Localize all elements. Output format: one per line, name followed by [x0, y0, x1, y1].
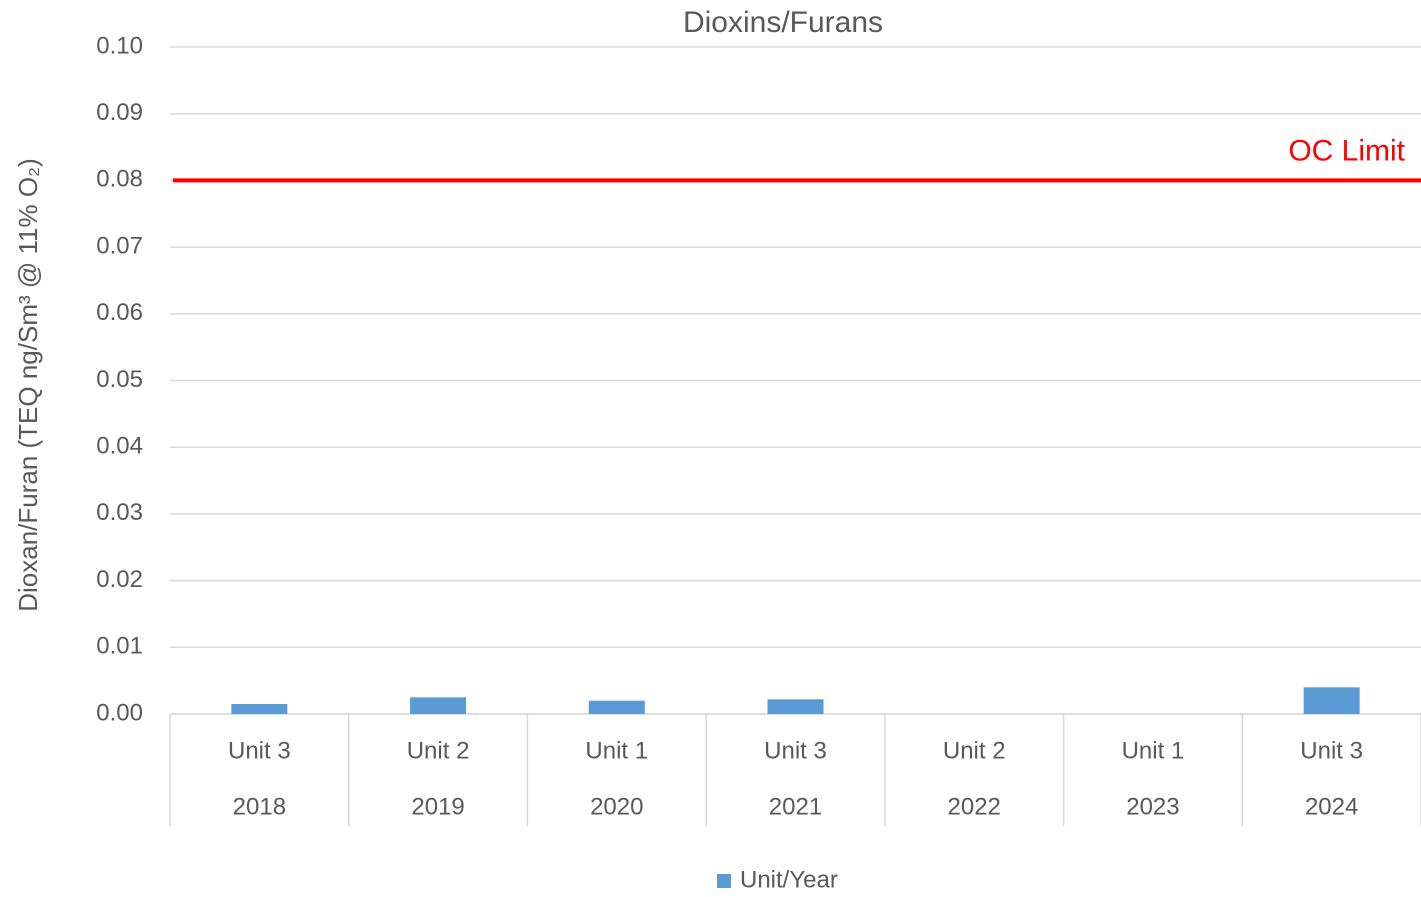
x-tick-label: Unit 3 [228, 737, 291, 764]
x-tick-group-label: 2019 [411, 793, 464, 820]
y-tick-label: 0.03 [96, 499, 143, 526]
y-tick-label: 0.01 [96, 633, 143, 660]
x-tick-label: Unit 1 [585, 737, 648, 764]
y-tick-label: 0.10 [96, 32, 143, 59]
y-tick-label: 0.07 [96, 232, 143, 259]
x-tick-group-label: 2021 [769, 793, 822, 820]
bar [767, 699, 824, 714]
y-tick-label: 0.00 [96, 699, 143, 726]
x-tick-label: Unit 2 [943, 737, 1006, 764]
y-axis-label: Dioxan/Furan (TEQ ng/Sm³ @ 11% O₂) [13, 158, 43, 612]
bar [231, 703, 288, 714]
x-tick-group-label: 2023 [1126, 793, 1179, 820]
x-tick-group-label: 2024 [1305, 793, 1358, 820]
x-tick-group-label: 2018 [233, 793, 286, 820]
x-tick-label: Unit 1 [1122, 737, 1185, 764]
y-tick-label: 0.04 [96, 433, 143, 460]
y-tick-label: 0.09 [96, 99, 143, 126]
legend-swatch [717, 874, 731, 888]
x-tick-label: Unit 3 [764, 737, 827, 764]
legend-label: Unit/Year [740, 866, 838, 893]
x-tick-label: Unit 2 [407, 737, 470, 764]
y-tick-label: 0.02 [96, 566, 143, 593]
x-tick-group-label: 2020 [590, 793, 643, 820]
x-tick-label: Unit 3 [1300, 737, 1363, 764]
y-tick-label: 0.05 [96, 366, 143, 393]
reference-label: OC Limit [1288, 134, 1405, 167]
bar [588, 700, 645, 714]
y-tick-label: 0.08 [96, 166, 143, 193]
chart-title: Dioxins/Furans [683, 6, 883, 39]
y-tick-label: 0.06 [96, 299, 143, 326]
bar [1303, 687, 1360, 714]
x-tick-group-label: 2022 [948, 793, 1001, 820]
bar [410, 697, 467, 714]
